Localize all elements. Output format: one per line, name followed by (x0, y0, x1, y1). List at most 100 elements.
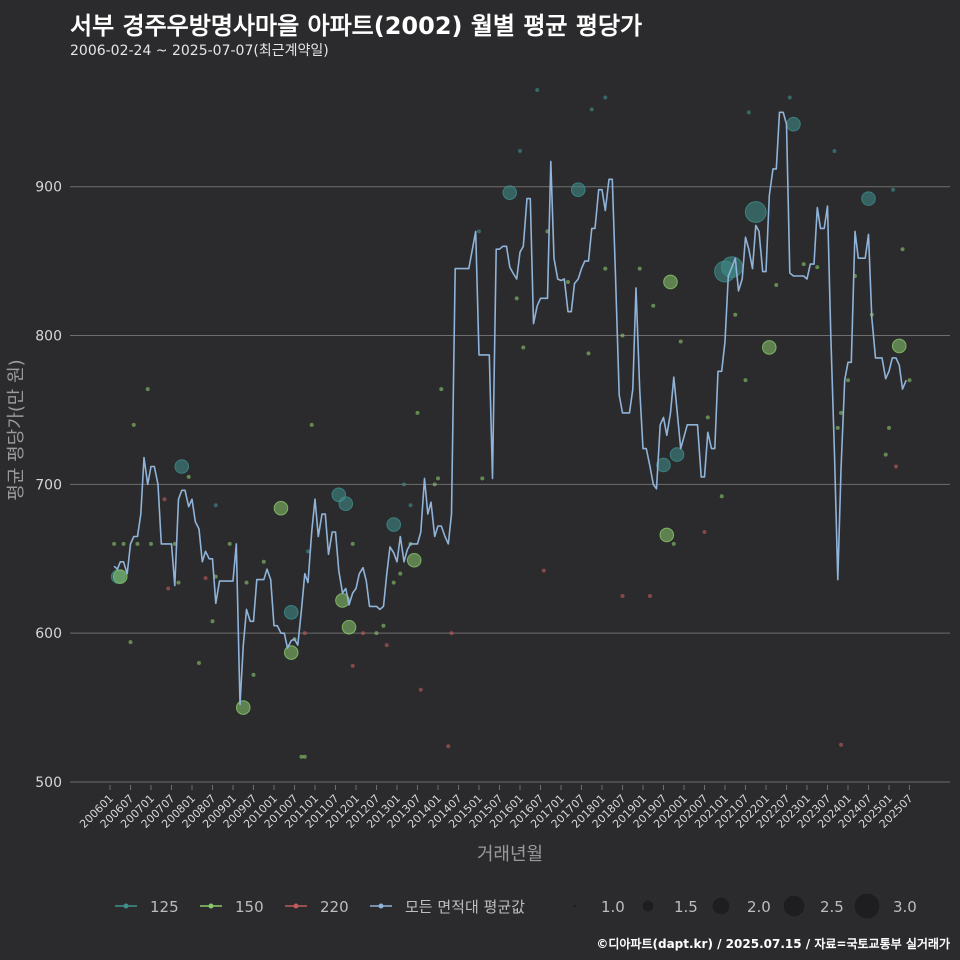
point-s220 (360, 631, 365, 636)
point-s150 (213, 574, 218, 579)
point-s220 (418, 687, 423, 692)
point-s150 (719, 494, 724, 499)
point-s150 (273, 500, 289, 516)
point-s150 (521, 345, 526, 350)
point-s150 (883, 452, 888, 457)
legend-size-label: 2.5 (820, 898, 844, 916)
point-s150 (761, 340, 777, 355)
point-s220 (302, 631, 307, 636)
point-s150 (374, 631, 379, 636)
point-s150 (176, 580, 181, 585)
point-s150 (391, 580, 396, 585)
point-s150 (299, 754, 304, 759)
point-s150 (149, 541, 153, 546)
point-s125 (338, 496, 354, 512)
legend-size-dot (572, 903, 578, 909)
point-s125 (787, 95, 792, 100)
legend-dot-avg (378, 903, 384, 909)
y-tick-label: 700 (35, 477, 62, 493)
point-s150 (227, 541, 232, 546)
legend-label-s220: 220 (320, 898, 349, 916)
point-s150 (480, 476, 485, 481)
point-s150 (637, 266, 642, 271)
legend-label-s150: 150 (235, 898, 264, 916)
point-s125 (746, 110, 751, 115)
point-s150 (671, 541, 676, 546)
point-s220 (350, 663, 355, 668)
point-s150 (565, 279, 570, 284)
gridlines (70, 186, 950, 783)
point-s125 (213, 503, 218, 508)
source-credit: ©디아파트(dapt.kr) / 2025.07.15 / 자료=국토교통부 실… (596, 937, 950, 951)
point-s220 (541, 568, 546, 573)
point-s125 (408, 503, 413, 508)
point-s125 (570, 182, 586, 198)
point-s150 (846, 378, 850, 383)
legend-size-dot (641, 899, 655, 913)
point-s150 (112, 569, 128, 584)
x-axis-label: 거래년월 (477, 844, 543, 865)
point-s220 (449, 631, 454, 636)
legend-size-dot (782, 894, 806, 918)
legend-label-avg: 모든 면적대 평균값 (405, 898, 525, 916)
point-s150 (603, 266, 608, 271)
chart-title: 서부 경주우방명사마을 아파트(2002) 월별 평균 평당가 (70, 12, 643, 40)
point-s125 (518, 149, 522, 154)
point-s220 (839, 742, 844, 747)
point-s150 (815, 265, 820, 270)
point-s150 (891, 338, 907, 354)
point-s150 (196, 660, 201, 665)
point-s150 (678, 339, 683, 344)
point-s150 (398, 571, 403, 576)
point-s125 (669, 447, 685, 462)
y-tick-label: 600 (35, 626, 62, 642)
legend-dot-s220 (293, 903, 299, 909)
point-s125 (861, 191, 876, 206)
point-s125 (891, 187, 896, 192)
point-s125 (477, 229, 481, 234)
point-s150 (705, 415, 710, 420)
point-s125 (174, 459, 190, 474)
point-s150 (341, 619, 357, 635)
point-s150 (121, 541, 126, 546)
point-s125 (603, 95, 608, 100)
x-axis-ticks: 2006012006072007012007072008012008072009… (77, 785, 916, 831)
point-s150 (514, 296, 519, 301)
point-s125 (656, 457, 671, 473)
point-s220 (647, 593, 652, 598)
scatter-points (110, 88, 912, 759)
point-s150 (801, 262, 806, 267)
legend-dot-s125 (123, 903, 129, 909)
point-s150 (651, 303, 656, 308)
point-s150 (436, 476, 440, 481)
point-s150 (743, 378, 748, 383)
point-s220 (166, 586, 171, 591)
point-s150 (663, 274, 678, 290)
legend-size-label: 1.0 (601, 898, 625, 916)
point-s150 (131, 422, 136, 427)
legend-size-label: 2.0 (747, 898, 771, 916)
y-axis-ticks: 500 600 700 800 900 (35, 180, 62, 791)
point-s150 (235, 700, 251, 715)
point-s125 (744, 201, 767, 223)
point-s220 (702, 529, 707, 534)
point-s125 (832, 149, 837, 154)
point-s125 (786, 116, 801, 132)
point-s150 (261, 559, 266, 564)
legend: 125 150 220 모든 면적대 평균값 1.0 1.5 2.0 2.5 3.0 (115, 892, 917, 920)
point-s150 (283, 645, 299, 660)
point-s125 (401, 482, 406, 487)
point-s150 (302, 754, 307, 759)
y-tick-label: 900 (35, 180, 62, 196)
chart-subtitle: 2006-02-24 ~ 2025-07-07(최근계약일) (70, 43, 329, 59)
point-s125 (502, 185, 518, 200)
point-s150 (415, 410, 420, 415)
point-s150 (659, 527, 675, 543)
point-s150 (251, 672, 256, 677)
point-s150 (350, 541, 355, 546)
point-s150 (145, 387, 150, 392)
point-s220 (203, 576, 208, 581)
legend-label-s125: 125 (150, 898, 179, 916)
point-s125 (535, 88, 540, 92)
point-s150 (439, 387, 444, 392)
